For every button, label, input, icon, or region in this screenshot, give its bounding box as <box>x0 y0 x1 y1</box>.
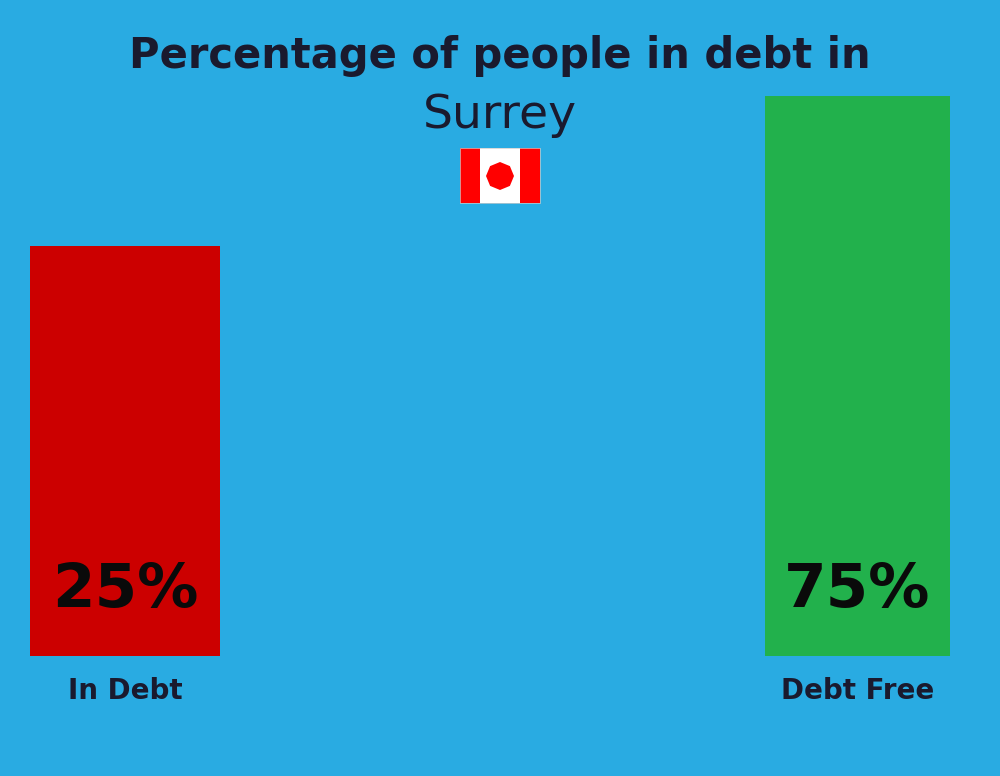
Text: Surrey: Surrey <box>423 93 577 138</box>
Text: In Debt: In Debt <box>68 677 182 705</box>
Text: Percentage of people in debt in: Percentage of people in debt in <box>129 35 871 77</box>
Text: Debt Free: Debt Free <box>781 677 934 705</box>
Bar <box>480 148 520 203</box>
Text: 75%: 75% <box>784 562 931 621</box>
Bar <box>460 148 540 203</box>
Text: 25%: 25% <box>52 562 198 621</box>
Bar <box>765 96 950 656</box>
Bar <box>30 246 220 656</box>
Bar <box>520 148 540 203</box>
Bar <box>460 148 480 203</box>
